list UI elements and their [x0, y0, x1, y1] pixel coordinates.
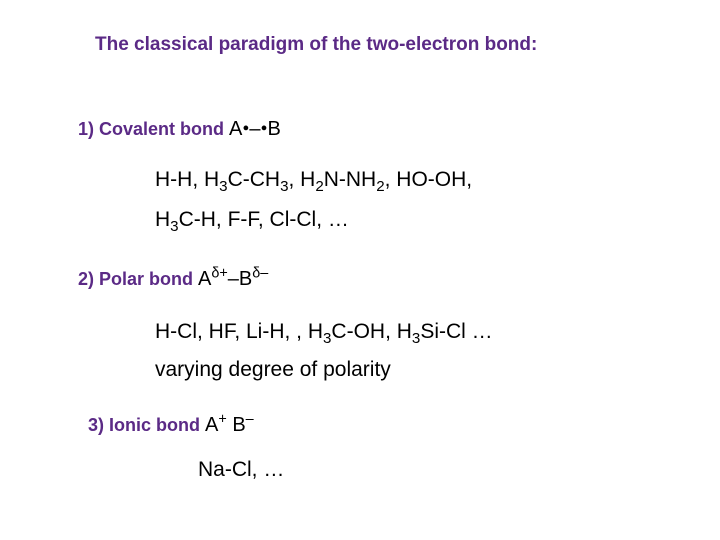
ionic-A: A	[205, 414, 218, 436]
superscript: δ+	[211, 265, 227, 281]
subscript: 2	[376, 178, 384, 195]
covalent-bond-heading: 1) Covalent bond A•–•B	[78, 118, 281, 141]
text: H	[155, 208, 170, 231]
polar-label: 2) Polar bond	[78, 269, 198, 289]
text: H-H, H	[155, 168, 219, 191]
ionic-bond-heading: 3) Ionic bond A+ B–	[88, 414, 254, 437]
polar-examples-line1: H-Cl, HF, Li-H, , H3C-OH, H3Si-Cl …	[155, 320, 493, 344]
text: , HO-OH,	[385, 168, 473, 191]
superscript: +	[218, 411, 226, 427]
subscript: 3	[219, 178, 227, 195]
subscript: 3	[170, 218, 178, 235]
subscript: 2	[315, 178, 323, 195]
text: Si-Cl …	[420, 320, 492, 343]
polar-formula: Aδ+–Bδ–	[198, 268, 268, 290]
covalent-examples-line2: H3C-H, F-F, Cl-Cl, …	[155, 208, 349, 232]
polar-bond-heading: 2) Polar bond Aδ+–Bδ–	[78, 268, 268, 291]
text: H-Cl, HF, Li-H, , H	[155, 320, 323, 343]
text: N-NH	[324, 168, 377, 191]
covalent-examples-line1: H-H, H3C-CH3, H2N-NH2, HO-OH,	[155, 168, 472, 192]
covalent-label: 1) Covalent bond	[78, 119, 229, 139]
text: C-OH, H	[331, 320, 412, 343]
text: C-H, F-F, Cl-Cl, …	[179, 208, 349, 231]
ionic-formula: A+ B–	[205, 414, 254, 436]
ionic-label: 3) Ionic bond	[88, 415, 205, 435]
covalent-B: B	[268, 118, 281, 140]
dot-icon: •	[261, 118, 268, 140]
polar-A: A	[198, 268, 211, 290]
covalent-A: A	[229, 118, 242, 140]
superscript: δ–	[252, 265, 268, 281]
text: , H	[288, 168, 315, 191]
covalent-dash: –	[249, 118, 260, 140]
ionic-B: B	[232, 414, 245, 436]
polar-examples-line2: varying degree of polarity	[155, 358, 391, 382]
slide-title: The classical paradigm of the two-electr…	[95, 34, 537, 56]
text: C-CH	[228, 168, 281, 191]
covalent-formula: A•–•B	[229, 118, 281, 140]
superscript: –	[246, 411, 254, 427]
ionic-examples: Na-Cl, …	[198, 458, 284, 482]
polar-B: B	[239, 268, 252, 290]
polar-dash: –	[228, 268, 239, 290]
